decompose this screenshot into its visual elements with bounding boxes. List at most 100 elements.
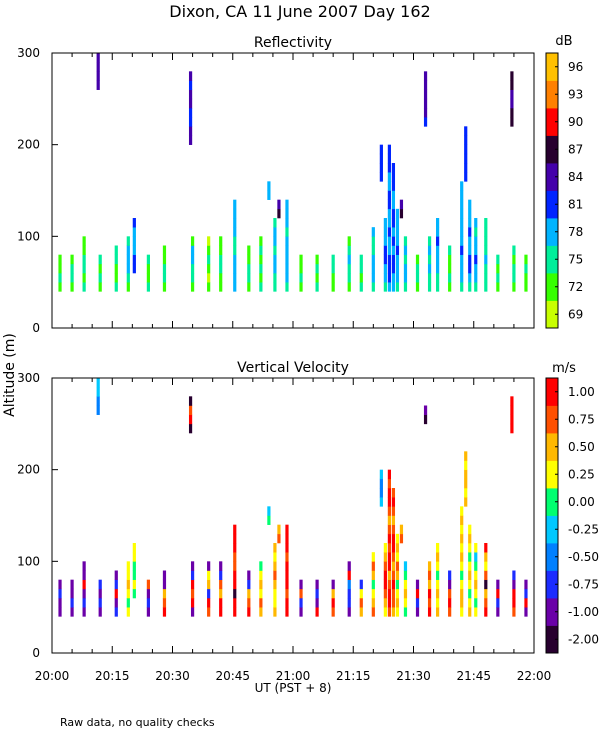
y-axis-label: Altitude (m) bbox=[2, 333, 18, 417]
reflectivity-cell bbox=[285, 236, 289, 246]
reflectivity-cell bbox=[448, 254, 452, 265]
reflectivity-cell bbox=[379, 153, 383, 164]
velocity-cell bbox=[387, 598, 391, 608]
reflectivity-cell bbox=[379, 172, 383, 182]
reflectivity-cell bbox=[233, 273, 237, 283]
reflectivity-cell bbox=[347, 236, 351, 246]
reflectivity-cell bbox=[484, 263, 488, 274]
x-tick-label: 21:00 bbox=[276, 669, 311, 683]
velocity-cell bbox=[96, 396, 100, 406]
reflectivity-cell bbox=[188, 89, 193, 100]
x-tick-label: 22:00 bbox=[517, 669, 552, 683]
reflectivity-cell bbox=[510, 98, 514, 109]
velocity-cell bbox=[146, 588, 150, 599]
reflectivity-cell bbox=[277, 208, 281, 219]
reflectivity-cell bbox=[233, 218, 237, 228]
reflectivity-cell bbox=[427, 263, 432, 274]
reflectivity-cell bbox=[347, 245, 351, 255]
velocity-cell bbox=[98, 607, 102, 617]
x-tick-label: 20:15 bbox=[95, 669, 130, 683]
reflectivity-cell bbox=[331, 273, 335, 283]
reflectivity-cell bbox=[474, 236, 478, 246]
velocity-cell bbox=[436, 570, 440, 580]
reflectivity-colorbar-swatch bbox=[546, 53, 558, 81]
reflectivity-cell bbox=[285, 263, 289, 274]
velocity-cell bbox=[474, 543, 478, 553]
reflectivity-cell bbox=[70, 282, 74, 292]
reflectivity-cell bbox=[474, 245, 478, 255]
reflectivity-cell bbox=[114, 245, 118, 255]
reflectivity-cell bbox=[436, 282, 440, 292]
velocity-cell bbox=[379, 469, 383, 480]
velocity-cell bbox=[512, 598, 516, 608]
reflectivity-colorbar-swatch bbox=[546, 218, 558, 246]
reflectivity-colorbar-swatch bbox=[546, 190, 558, 219]
reflectivity-cell bbox=[395, 263, 400, 274]
reflectivity-cell bbox=[484, 282, 488, 292]
reflectivity-cell bbox=[82, 282, 86, 292]
reflectivity-cell bbox=[190, 236, 195, 246]
velocity-cell bbox=[162, 607, 167, 617]
x-tick-label: 21:30 bbox=[396, 669, 431, 683]
velocity-cell bbox=[474, 588, 478, 599]
reflectivity-colorbar-label: 72 bbox=[568, 280, 583, 294]
reflectivity-cell bbox=[359, 273, 363, 283]
reflectivity-cell bbox=[468, 245, 472, 255]
reflectivity-cell bbox=[496, 273, 500, 283]
velocity-cell bbox=[219, 570, 223, 580]
velocity-cell bbox=[233, 561, 237, 571]
velocity-colorbar-label: -0.50 bbox=[568, 550, 599, 564]
velocity-cell bbox=[427, 579, 432, 590]
velocity-cell bbox=[285, 598, 289, 608]
velocity-cell bbox=[82, 607, 86, 617]
reflectivity-cell bbox=[391, 245, 396, 255]
velocity-x-ticks bbox=[51, 378, 535, 653]
reflectivity-cell bbox=[299, 282, 303, 292]
reflectivity-cell bbox=[259, 263, 263, 274]
velocity-cell bbox=[347, 598, 351, 608]
reflectivity-cell bbox=[126, 236, 130, 246]
reflectivity-cell bbox=[496, 254, 500, 265]
reflectivity-cell bbox=[460, 227, 464, 237]
reflectivity-cell bbox=[403, 254, 408, 265]
velocity-cell bbox=[427, 588, 432, 599]
velocity-cell bbox=[403, 588, 408, 599]
reflectivity-cell bbox=[512, 254, 516, 265]
velocity-colorbar-label: -2.00 bbox=[568, 632, 599, 646]
velocity-cell bbox=[448, 607, 452, 617]
velocity-cell bbox=[512, 607, 516, 617]
reflectivity-cell bbox=[162, 245, 167, 255]
velocity-cell bbox=[379, 497, 383, 507]
velocity-cell bbox=[188, 396, 193, 406]
velocity-cell bbox=[403, 598, 408, 608]
velocity-cell bbox=[468, 533, 472, 544]
velocity-cell bbox=[347, 579, 351, 590]
velocity-colorbar-swatch bbox=[546, 570, 558, 599]
velocity-cell bbox=[233, 570, 237, 580]
velocity-cell bbox=[58, 579, 62, 590]
velocity-cell bbox=[391, 524, 396, 535]
reflectivity-cell bbox=[277, 199, 281, 210]
velocity-cell bbox=[207, 570, 211, 580]
velocity-cell bbox=[391, 497, 396, 507]
reflectivity-cell bbox=[395, 208, 400, 219]
reflectivity-cell bbox=[391, 172, 396, 182]
reflectivity-cell bbox=[98, 282, 102, 292]
velocity-cell bbox=[436, 588, 440, 599]
reflectivity-cell bbox=[219, 273, 223, 283]
velocity-cell bbox=[484, 570, 488, 580]
reflectivity-cell bbox=[468, 254, 472, 265]
reflectivity-cell bbox=[188, 80, 193, 90]
velocity-cell bbox=[126, 607, 130, 617]
reflectivity-cell bbox=[114, 273, 118, 283]
reflectivity-colorbar-swatch bbox=[546, 273, 558, 301]
reflectivity-colorbar-unit: dB bbox=[555, 34, 572, 49]
reflectivity-cell bbox=[383, 218, 387, 228]
velocity-cell bbox=[247, 570, 251, 580]
reflectivity-cell bbox=[391, 208, 396, 219]
figure-title: Dixon, CA 11 June 2007 Day 162 bbox=[169, 2, 430, 21]
velocity-cell bbox=[233, 543, 237, 553]
velocity-cell bbox=[259, 607, 263, 617]
velocity-cell bbox=[391, 543, 396, 553]
velocity-cell bbox=[383, 598, 387, 608]
